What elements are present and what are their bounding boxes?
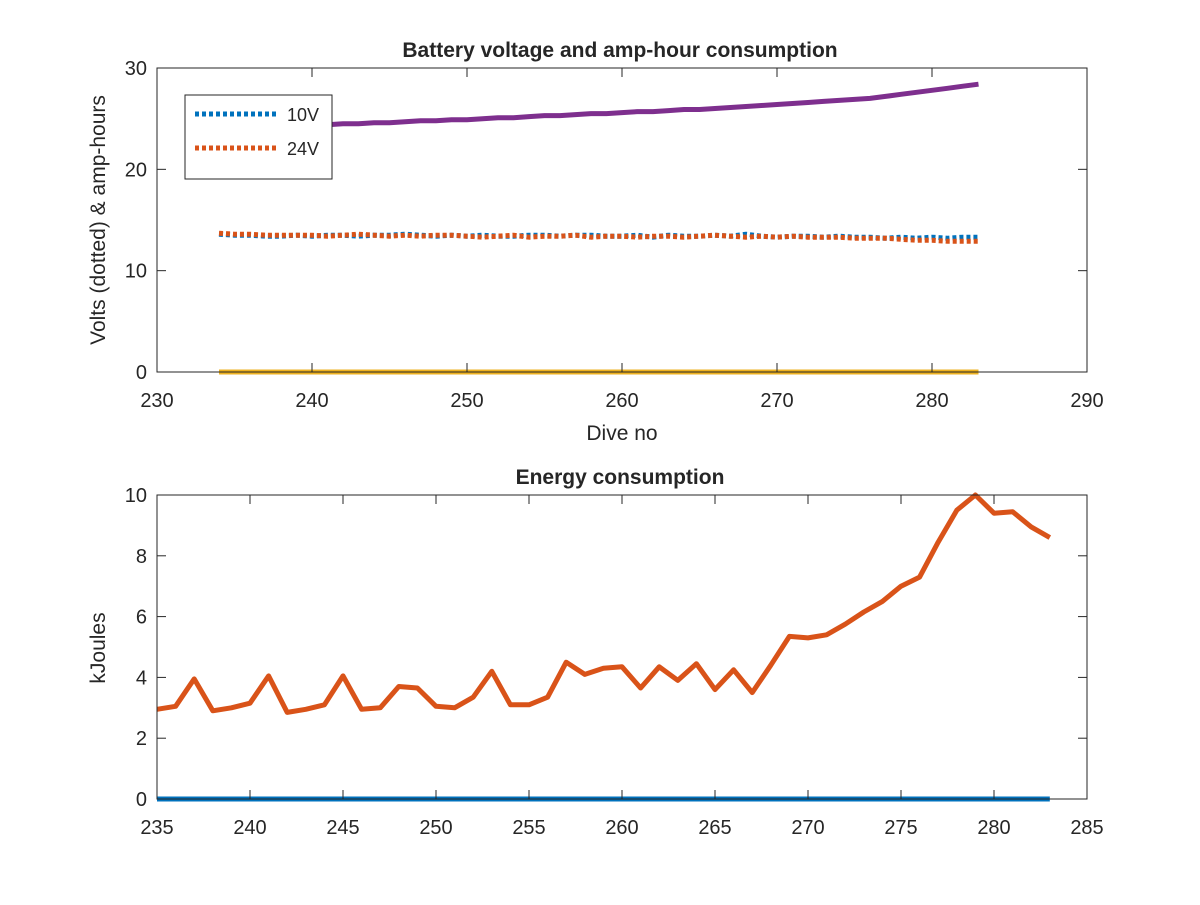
energy-chart-x-tick-label: 245: [326, 817, 359, 839]
voltage-chart-x-tick-label: 230: [140, 390, 173, 412]
energy-chart-x-tick-label: 285: [1070, 817, 1103, 839]
voltage-chart-y-tick-label: 30: [125, 58, 147, 80]
energy-chart-y-axis-label: kJoules: [87, 612, 110, 683]
energy-chart-x-tick-label: 275: [884, 817, 917, 839]
voltage-chart-series-24v: [218, 230, 979, 244]
voltage-chart-legend: 10V 24V: [184, 94, 333, 180]
voltage-chart-y-tick-label: 0: [136, 362, 147, 384]
legend-label-10v: 10V: [287, 105, 319, 125]
voltage-chart-x-tick-label: 250: [450, 390, 483, 412]
energy-chart-y-tick-label: 6: [136, 607, 147, 629]
energy-chart-axes: 235 240 245 250 255 260 265 270 275 280 285 0 2 4 6 8 10: [125, 485, 1104, 839]
energy-chart-y-tick-label: 4: [136, 667, 147, 689]
energy-chart-x-tick-label: 280: [977, 817, 1010, 839]
voltage-chart-title: Battery voltage and amp-hour consumption: [402, 39, 837, 62]
voltage-chart-x-axis-label: Dive no: [586, 422, 657, 445]
voltage-chart: Battery voltage and amp-hour consumption…: [87, 39, 1104, 445]
voltage-chart-series-line-2: [218, 81, 979, 133]
energy-chart-y-tick-label: 8: [136, 546, 147, 568]
voltage-chart-axes: 230 240 250 260 270 280 290 0 10 20 30: [125, 58, 1104, 412]
energy-chart-y-tick-label: 10: [125, 485, 147, 507]
legend-label-24v: 24V: [287, 139, 319, 159]
energy-chart-background: [157, 495, 1087, 799]
voltage-chart-y-tick-label: 20: [125, 159, 147, 181]
energy-chart-x-tick-label: 270: [791, 817, 824, 839]
energy-chart: Energy consumption 235 240 245 250 255 260 265…: [87, 466, 1104, 839]
energy-chart-y-tick-label: 0: [136, 789, 147, 811]
voltage-chart-x-tick-label: 280: [915, 390, 948, 412]
energy-chart-x-tick-label: 235: [140, 817, 173, 839]
voltage-chart-x-tick-label: 290: [1070, 390, 1103, 412]
energy-chart-x-tick-label: 240: [233, 817, 266, 839]
voltage-chart-y-tick-label: 10: [125, 261, 147, 283]
energy-chart-plot-area: [156, 492, 1087, 802]
voltage-chart-y-axis-label: Volts (dotted) & amp-hours: [87, 95, 110, 345]
energy-chart-x-tick-label: 255: [512, 817, 545, 839]
energy-chart-series-line-1: [156, 492, 1052, 715]
energy-chart-title: Energy consumption: [516, 466, 725, 489]
energy-chart-x-tick-label: 250: [419, 817, 452, 839]
voltage-chart-x-tick-label: 240: [295, 390, 328, 412]
energy-chart-y-tick-label: 2: [136, 728, 147, 750]
voltage-chart-x-tick-label: 260: [605, 390, 638, 412]
energy-chart-x-tick-label: 260: [605, 817, 638, 839]
energy-chart-x-tick-label: 265: [698, 817, 731, 839]
voltage-chart-x-tick-label: 270: [760, 390, 793, 412]
legend-box: [184, 94, 333, 180]
